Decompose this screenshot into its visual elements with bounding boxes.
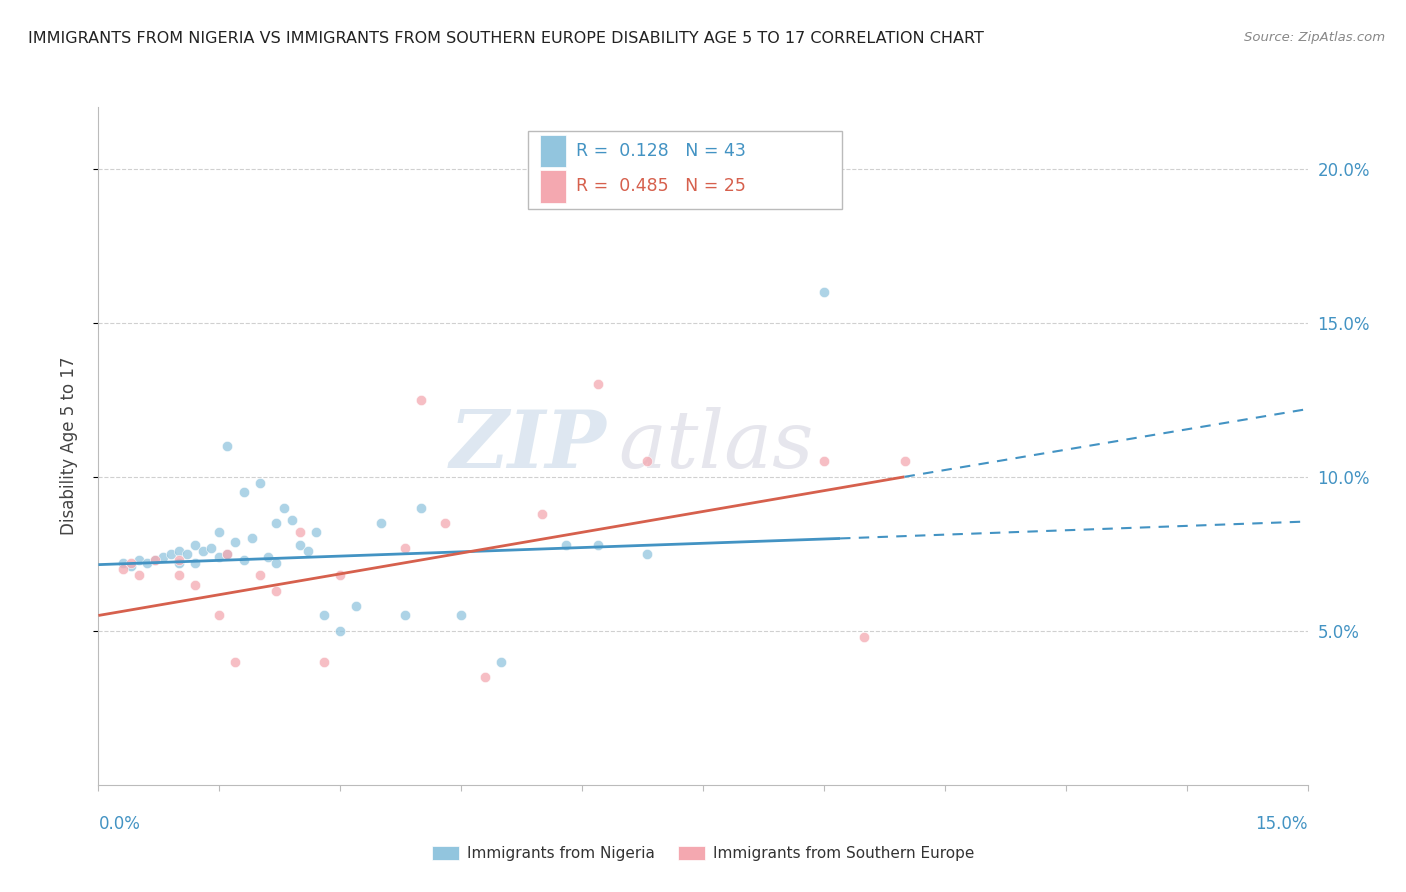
Point bbox=[111, 562, 134, 576]
FancyBboxPatch shape bbox=[527, 131, 842, 209]
Point bbox=[409, 392, 432, 407]
Point bbox=[264, 556, 287, 570]
Point bbox=[394, 608, 416, 623]
Point bbox=[120, 556, 142, 570]
Point bbox=[217, 439, 239, 453]
Point bbox=[176, 547, 198, 561]
Point bbox=[184, 538, 207, 552]
FancyBboxPatch shape bbox=[540, 135, 567, 168]
Point bbox=[288, 525, 311, 540]
Point bbox=[344, 599, 367, 614]
Point bbox=[305, 525, 328, 540]
Point bbox=[167, 553, 190, 567]
Point bbox=[394, 541, 416, 555]
Point bbox=[224, 655, 246, 669]
Text: atlas: atlas bbox=[619, 408, 814, 484]
Point bbox=[450, 608, 472, 623]
Point bbox=[813, 454, 835, 468]
Text: R =  0.485   N = 25: R = 0.485 N = 25 bbox=[576, 178, 747, 195]
Point bbox=[135, 556, 157, 570]
Text: 0.0%: 0.0% bbox=[98, 815, 141, 833]
Point bbox=[813, 285, 835, 299]
Point bbox=[636, 547, 658, 561]
Point bbox=[128, 553, 150, 567]
Point bbox=[264, 516, 287, 530]
Point bbox=[240, 532, 263, 546]
Point bbox=[143, 553, 166, 567]
Point bbox=[370, 516, 392, 530]
Point bbox=[160, 547, 183, 561]
Point bbox=[409, 500, 432, 515]
Point bbox=[184, 556, 207, 570]
FancyBboxPatch shape bbox=[540, 170, 567, 202]
Text: IMMIGRANTS FROM NIGERIA VS IMMIGRANTS FROM SOUTHERN EUROPE DISABILITY AGE 5 TO 1: IMMIGRANTS FROM NIGERIA VS IMMIGRANTS FR… bbox=[28, 31, 984, 46]
Point bbox=[329, 624, 352, 638]
Point bbox=[111, 556, 134, 570]
Point bbox=[281, 513, 304, 527]
Point bbox=[232, 485, 254, 500]
Text: R =  0.128   N = 43: R = 0.128 N = 43 bbox=[576, 142, 747, 160]
Point bbox=[586, 538, 609, 552]
Point bbox=[217, 547, 239, 561]
Point bbox=[434, 516, 457, 530]
Legend: Immigrants from Nigeria, Immigrants from Southern Europe: Immigrants from Nigeria, Immigrants from… bbox=[426, 840, 980, 867]
Point bbox=[167, 556, 190, 570]
Point bbox=[491, 655, 513, 669]
Point bbox=[530, 507, 553, 521]
Point bbox=[474, 670, 496, 684]
Point bbox=[200, 541, 222, 555]
Point bbox=[329, 568, 352, 582]
Text: 15.0%: 15.0% bbox=[1256, 815, 1308, 833]
Text: Source: ZipAtlas.com: Source: ZipAtlas.com bbox=[1244, 31, 1385, 45]
Point bbox=[193, 543, 215, 558]
Point bbox=[314, 655, 336, 669]
Point bbox=[555, 538, 578, 552]
Point bbox=[264, 583, 287, 598]
Point bbox=[208, 608, 231, 623]
Point bbox=[208, 549, 231, 564]
Point bbox=[224, 534, 246, 549]
Point bbox=[893, 454, 915, 468]
Point bbox=[297, 543, 319, 558]
Y-axis label: Disability Age 5 to 17: Disability Age 5 to 17 bbox=[59, 357, 77, 535]
Point bbox=[143, 553, 166, 567]
Text: ZIP: ZIP bbox=[450, 408, 606, 484]
Point bbox=[120, 559, 142, 574]
Point bbox=[128, 568, 150, 582]
Point bbox=[232, 553, 254, 567]
Point bbox=[152, 549, 174, 564]
Point bbox=[288, 538, 311, 552]
Point bbox=[853, 630, 876, 644]
Point bbox=[217, 547, 239, 561]
Point bbox=[249, 475, 271, 490]
Point bbox=[167, 568, 190, 582]
Point bbox=[314, 608, 336, 623]
Point bbox=[256, 549, 278, 564]
Point bbox=[208, 525, 231, 540]
Point bbox=[636, 454, 658, 468]
Point bbox=[184, 577, 207, 591]
Point bbox=[167, 543, 190, 558]
Point bbox=[586, 377, 609, 392]
Point bbox=[249, 568, 271, 582]
Point bbox=[273, 500, 295, 515]
